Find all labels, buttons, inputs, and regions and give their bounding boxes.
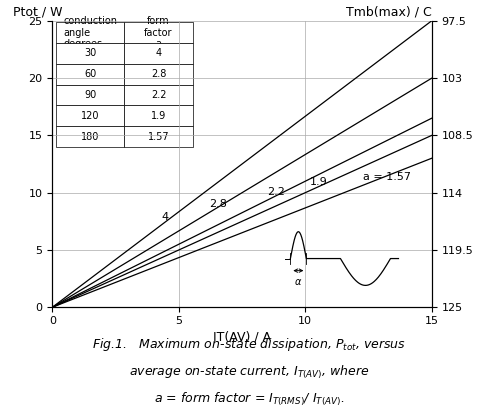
Text: 2.2: 2.2 [267, 187, 285, 197]
X-axis label: IT(AV) / A: IT(AV) / A [213, 330, 271, 344]
Text: Fig.1.   Maximum on-state dissipation, $P_{tot}$, versus: Fig.1. Maximum on-state dissipation, $P_… [92, 336, 407, 354]
Text: 2.8: 2.8 [209, 199, 227, 209]
Text: 4: 4 [161, 212, 168, 222]
Text: a = 1.57: a = 1.57 [363, 172, 411, 182]
Text: a = form factor = $I_{T(RMS)}$/ $I_{T(AV)}$.: a = form factor = $I_{T(RMS)}$/ $I_{T(AV… [154, 391, 345, 408]
Text: Tmb(max) / C: Tmb(max) / C [346, 5, 432, 18]
Text: Ptot / W: Ptot / W [12, 5, 62, 18]
Text: 1.9: 1.9 [310, 177, 328, 187]
Text: $\alpha$: $\alpha$ [294, 278, 302, 287]
Text: average on-state current, $I_{T(AV)}$, where: average on-state current, $I_{T(AV)}$, w… [129, 364, 370, 381]
